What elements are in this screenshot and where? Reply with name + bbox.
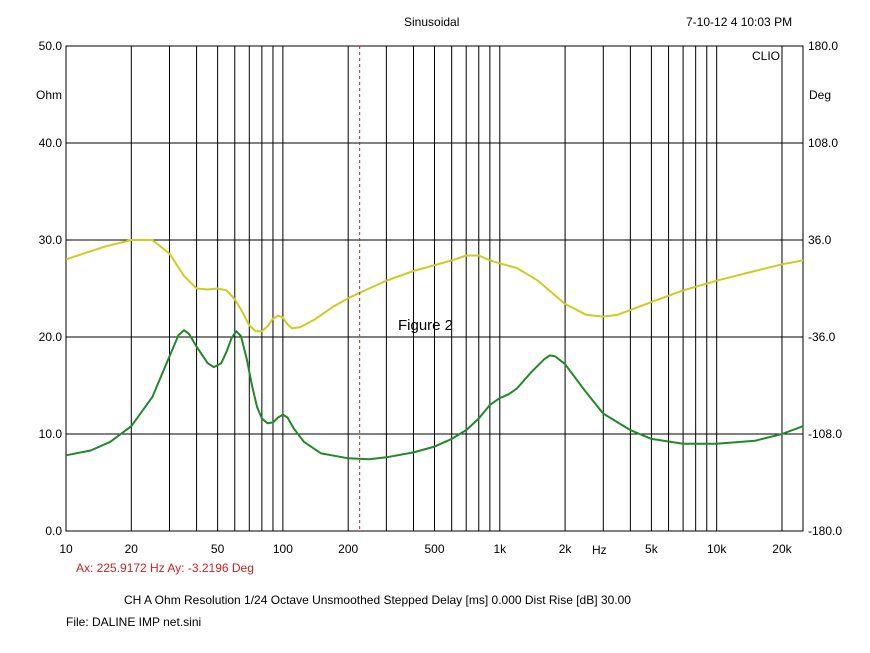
measurement-settings: CH A Ohm Resolution 1/24 Octave Unsmooth… [124,593,631,607]
y-right-axis-label: Deg [809,88,832,102]
y-left-tick-label: 0.0 [45,524,62,538]
x-tick-label: 100 [273,542,293,556]
y-right-tick-label: -36.0 [808,330,836,344]
x-tick-label: 200 [338,542,358,556]
x-unit-label: Hz [592,543,607,557]
y-left-tick-label: 40.0 [39,136,63,150]
x-tick-label: 10 [59,542,73,556]
file-name: File: DALINE IMP net.sini [66,615,202,629]
y-left-tick-label: 10.0 [39,427,63,441]
series-line-1 [65,239,804,333]
x-tick-label: 10k [707,542,727,556]
corner-label: CLIO [752,49,781,63]
cursor-readout: Ax: 225.9172 Hz Ay: -3.2196 Deg [76,561,254,575]
series-line-2 [65,329,804,461]
y-right-tick-label: -180.0 [808,524,842,538]
x-tick-labels: 10 20 50 100 200 500 1k 2k 5k 10k 20k [59,542,792,556]
chart-series [65,239,804,461]
x-tick-label: 500 [424,542,444,556]
chart-title: Sinusoidal [404,15,460,29]
timestamp: 7-10-12 4 10:03 PM [686,15,793,29]
x-tick-label: 50 [211,542,225,556]
y-right-tick-label: 108.0 [808,136,838,150]
y-right-tick-labels: -180.0 -108.0 -36.0 36.0 108.0 180.0 [808,39,842,538]
x-tick-label: 2k [559,542,573,556]
y-left-tick-label: 30.0 [39,233,63,247]
y-left-tick-labels: 0.0 10.0 20.0 30.0 40.0 50.0 [39,39,63,538]
x-tick-label: 5k [645,542,659,556]
x-tick-label: 1k [493,542,507,556]
y-left-tick-label: 20.0 [39,330,63,344]
y-right-tick-label: 180.0 [808,39,838,53]
horizontal-gridlines [66,142,803,435]
figure-annotation: Figure 2 [398,317,454,334]
y-right-tick-label: 36.0 [808,233,832,247]
y-right-tick-label: -108.0 [808,427,842,441]
x-tick-label: 20 [125,542,139,556]
vertical-gridlines [130,46,783,531]
y-left-axis-label: Ohm [36,88,63,102]
y-left-tick-label: 50.0 [39,39,63,53]
x-tick-label: 20k [772,542,792,556]
